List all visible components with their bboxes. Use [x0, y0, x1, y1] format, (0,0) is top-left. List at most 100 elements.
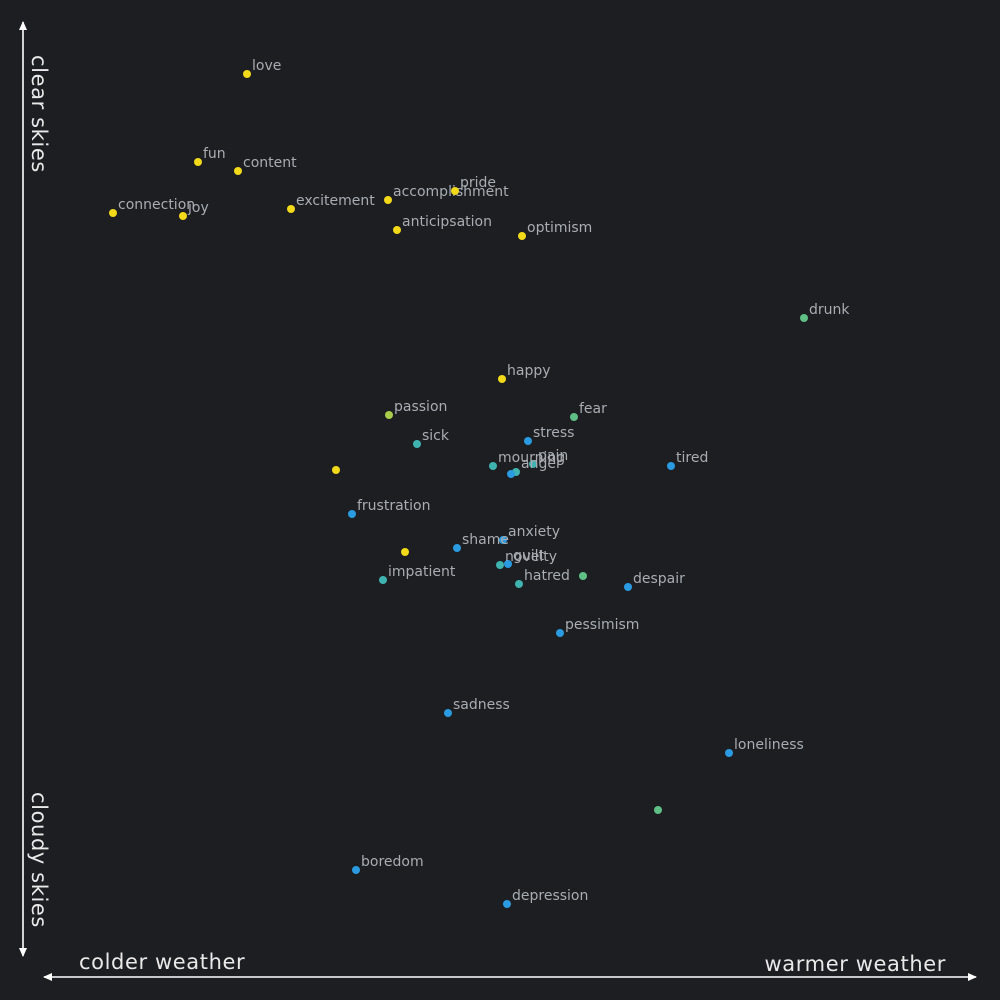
data-point-label: guilt — [513, 548, 545, 564]
data-point: joy — [179, 200, 209, 220]
y-axis-label-top: clear skies — [27, 55, 51, 173]
data-point-label: drunk — [809, 302, 850, 318]
data-point-label: frustration — [357, 498, 431, 514]
data-point-label: joy — [187, 200, 209, 216]
data-point-marker — [401, 548, 409, 556]
data-point: pride — [451, 175, 496, 195]
data-point: hatred — [515, 568, 570, 588]
data-point-label: content — [243, 155, 297, 171]
data-point-label: novelty — [505, 549, 557, 565]
data-point-marker — [529, 460, 537, 468]
data-point: drunk — [800, 302, 850, 322]
data-point-marker — [725, 749, 733, 757]
data-point: anticipsation — [393, 214, 492, 234]
data-point-marker — [393, 226, 401, 234]
data-point-marker — [654, 806, 662, 814]
data-point-marker — [287, 205, 295, 213]
data-point-marker — [243, 70, 251, 78]
data-point: stress — [524, 425, 574, 445]
data-point: connection — [109, 197, 195, 217]
data-point-marker — [498, 375, 506, 383]
data-point-marker — [453, 544, 461, 552]
data-point: content — [234, 155, 297, 175]
data-point-marker — [451, 187, 459, 195]
data-point — [654, 806, 662, 814]
data-point: happy — [498, 363, 551, 383]
data-point-marker — [556, 629, 564, 637]
data-point-label: impatient — [388, 564, 456, 580]
data-point-label: stress — [533, 425, 574, 441]
data-point-marker — [332, 466, 340, 474]
data-point-marker — [515, 580, 523, 588]
data-point-label: sadness — [453, 697, 510, 713]
data-point-marker — [504, 560, 512, 568]
x-axis-label-left: colder weather — [79, 950, 245, 974]
data-point: mourning — [489, 450, 565, 470]
data-point-label: boredom — [361, 854, 424, 870]
data-point: pessimism — [556, 617, 639, 637]
data-point: novelty — [496, 549, 557, 569]
x-axis: colder weather warmer weather — [43, 950, 977, 981]
data-point: frustration — [348, 498, 431, 518]
data-point-label: excitement — [296, 193, 375, 209]
data-point: depression — [503, 888, 588, 908]
data-point-label: pain — [538, 448, 568, 464]
data-point: love — [243, 58, 281, 78]
x-axis-label-right: warmer weather — [765, 952, 946, 976]
data-point — [332, 466, 340, 474]
data-point-label: pessimism — [565, 617, 639, 633]
data-point-label: anxiety — [508, 524, 560, 540]
y-axis: clear skies cloudy skies — [19, 21, 51, 957]
data-point: anxiety — [499, 524, 560, 544]
data-point-label: love — [252, 58, 281, 74]
data-point: fun — [194, 146, 226, 166]
data-point-label: optimism — [527, 220, 592, 236]
data-point-marker — [570, 413, 578, 421]
y-axis-label-bottom: cloudy skies — [27, 792, 51, 928]
data-point: optimism — [518, 220, 592, 240]
data-point-marker — [444, 709, 452, 717]
data-point: shame — [453, 532, 509, 552]
data-point: pain — [529, 448, 568, 468]
data-point-label: passion — [394, 399, 447, 415]
data-point-label: fear — [579, 401, 607, 417]
data-point-marker — [384, 196, 392, 204]
data-point: loneliness — [725, 737, 804, 757]
data-point-marker — [348, 510, 356, 518]
data-point-marker — [499, 536, 507, 544]
data-point-marker — [579, 572, 587, 580]
data-point: despair — [624, 571, 685, 591]
data-point-label: tired — [676, 450, 708, 466]
data-point: sick — [413, 428, 450, 448]
data-point: fear — [570, 401, 607, 421]
data-point-label: connection — [118, 197, 195, 213]
data-point-marker — [413, 440, 421, 448]
data-point-marker — [194, 158, 202, 166]
data-point-label: depression — [512, 888, 588, 904]
data-point-label: hatred — [524, 568, 570, 584]
data-point: passion — [385, 399, 447, 419]
data-point-label: loneliness — [734, 737, 804, 753]
data-point-label: despair — [633, 571, 685, 587]
data-point-label: accomplishment — [393, 184, 509, 200]
data-point-label: happy — [507, 363, 551, 379]
data-point: guilt — [504, 548, 545, 568]
data-point-marker — [352, 866, 360, 874]
data-point: boredom — [352, 854, 424, 874]
data-point-marker — [624, 583, 632, 591]
data-point — [401, 548, 409, 556]
data-point-label: fun — [203, 146, 226, 162]
data-point-marker — [667, 462, 675, 470]
data-point: tired — [667, 450, 708, 470]
data-point-marker — [385, 411, 393, 419]
data-point: sadness — [444, 697, 510, 717]
data-point-marker — [489, 462, 497, 470]
data-point-marker — [518, 232, 526, 240]
data-point-label: mourning — [498, 450, 565, 466]
data-point-label: pride — [460, 175, 496, 191]
data-point-marker — [496, 561, 504, 569]
data-point-marker — [503, 900, 511, 908]
data-point-marker — [379, 576, 387, 584]
